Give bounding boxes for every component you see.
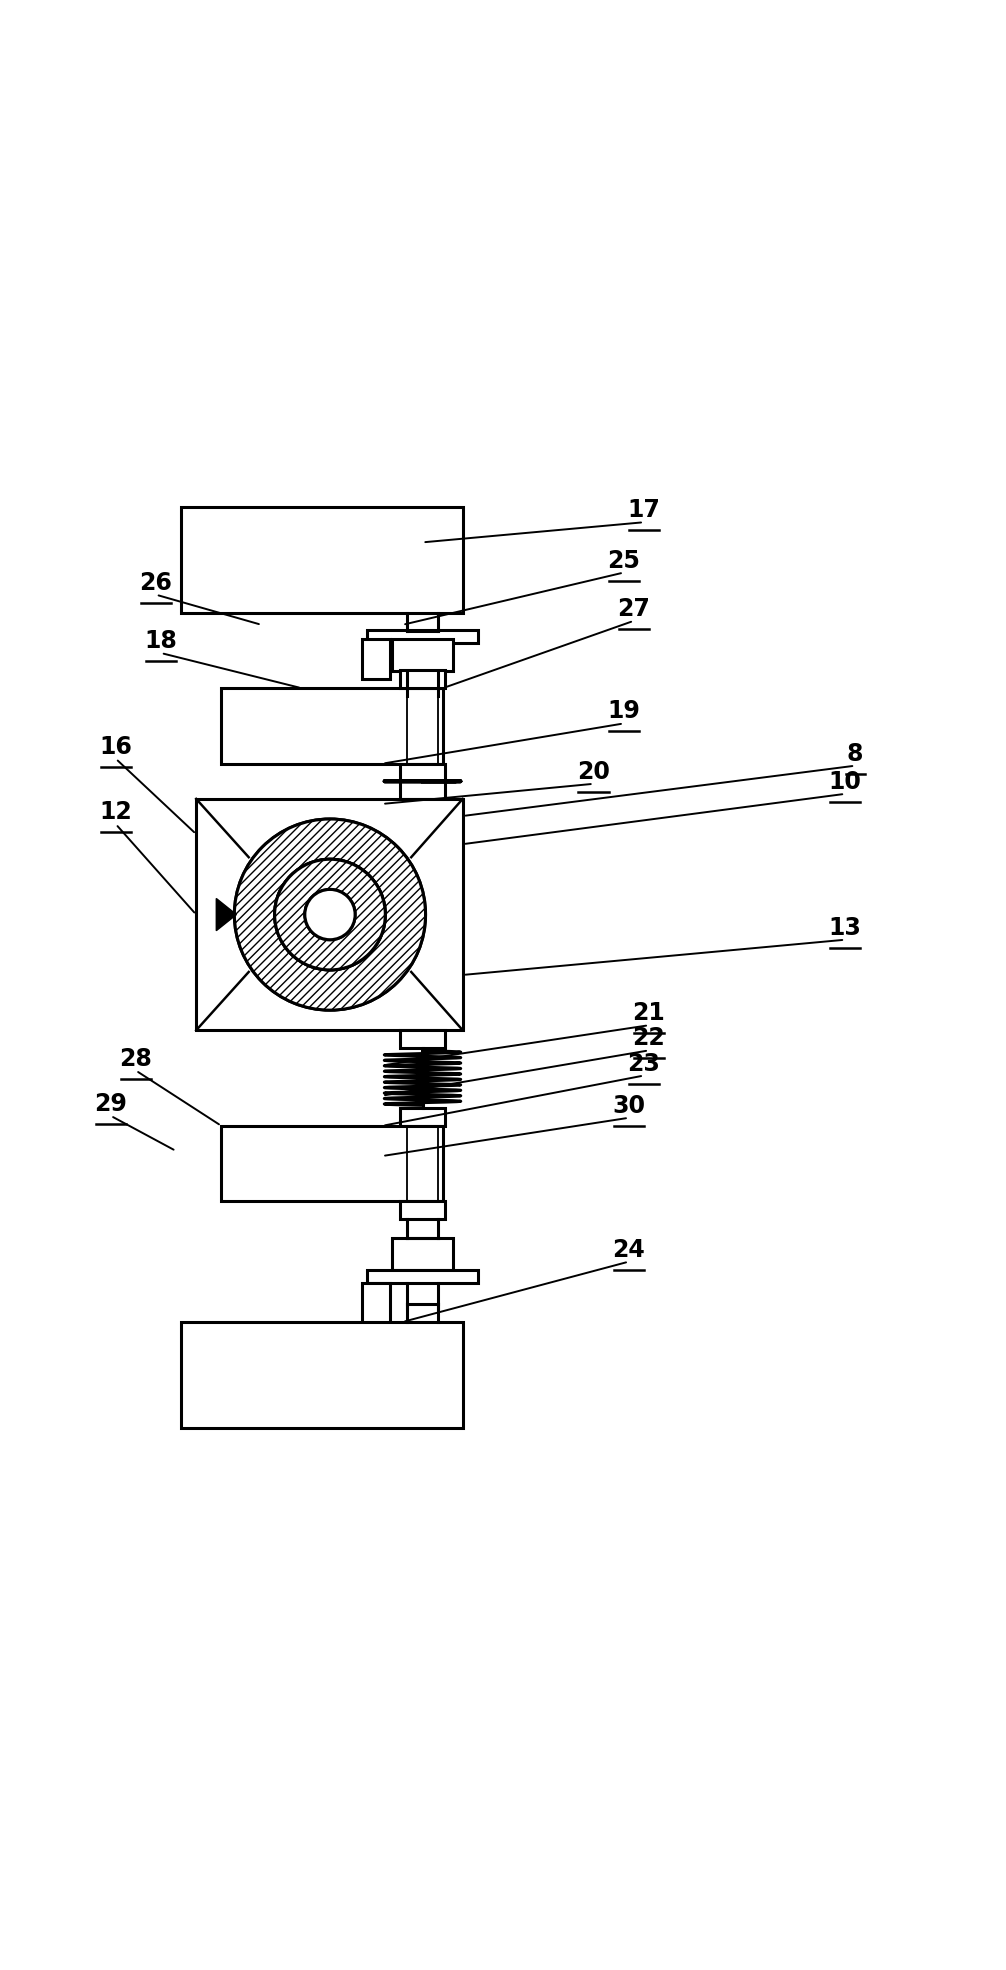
Circle shape bbox=[275, 859, 385, 969]
Bar bbox=[181, 1322, 463, 1428]
Bar bbox=[221, 1125, 443, 1202]
Text: 28: 28 bbox=[120, 1046, 152, 1070]
Bar bbox=[181, 506, 463, 613]
Bar bbox=[392, 1237, 453, 1271]
Text: 21: 21 bbox=[633, 1001, 665, 1024]
Circle shape bbox=[234, 820, 426, 1011]
Text: 17: 17 bbox=[628, 498, 660, 522]
Text: 23: 23 bbox=[628, 1052, 660, 1076]
Text: 18: 18 bbox=[145, 628, 177, 652]
Text: 26: 26 bbox=[140, 571, 172, 595]
Text: 24: 24 bbox=[613, 1237, 645, 1261]
Bar bbox=[400, 1030, 445, 1048]
Text: 10: 10 bbox=[829, 770, 861, 794]
Bar bbox=[400, 1107, 445, 1125]
Bar bbox=[400, 780, 445, 800]
Bar bbox=[362, 1282, 390, 1324]
Text: 8: 8 bbox=[847, 741, 863, 766]
Text: 27: 27 bbox=[618, 597, 650, 621]
Text: 13: 13 bbox=[829, 916, 861, 940]
Bar bbox=[400, 1202, 445, 1219]
Text: 20: 20 bbox=[577, 760, 610, 784]
Text: 25: 25 bbox=[608, 548, 640, 573]
Text: 19: 19 bbox=[608, 699, 640, 723]
Circle shape bbox=[305, 888, 355, 940]
Bar bbox=[400, 670, 445, 688]
Bar bbox=[196, 800, 463, 1030]
Bar bbox=[367, 630, 478, 642]
Text: 22: 22 bbox=[633, 1026, 665, 1050]
Bar bbox=[221, 688, 443, 764]
Polygon shape bbox=[216, 898, 236, 930]
Text: 29: 29 bbox=[95, 1091, 127, 1115]
Text: 16: 16 bbox=[100, 735, 132, 758]
Bar bbox=[400, 764, 445, 782]
Bar bbox=[362, 638, 390, 680]
Text: 30: 30 bbox=[613, 1093, 645, 1117]
Text: 12: 12 bbox=[100, 800, 132, 823]
Bar bbox=[367, 1271, 478, 1282]
Bar bbox=[392, 638, 453, 672]
